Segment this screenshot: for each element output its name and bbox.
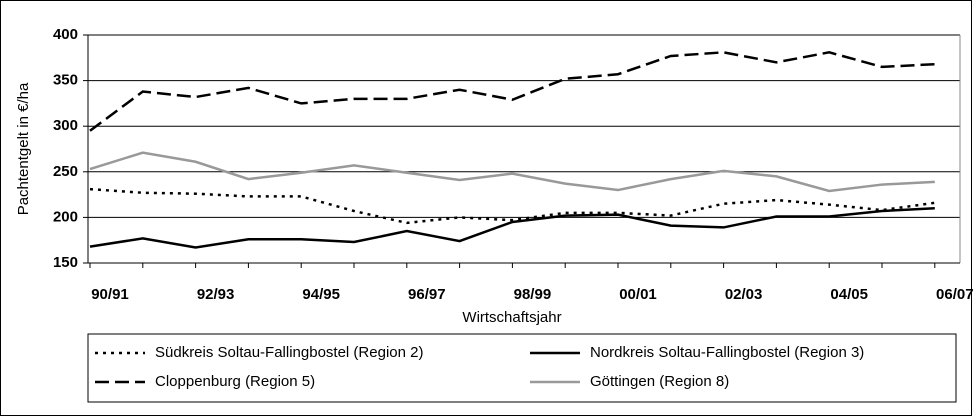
legend-label: Nordkreis Soltau-Fallingbostel (Region 3… <box>590 344 864 361</box>
y-tick-label: 200 <box>53 208 78 225</box>
y-tick-label: 350 <box>53 72 78 89</box>
x-tick-label: 02/03 <box>725 286 763 303</box>
x-tick-label: 92/93 <box>197 286 235 303</box>
legend-label: Cloppenburg (Region 5) <box>155 373 315 390</box>
y-axis-title: Pachtentgelt in €/ha <box>15 82 32 215</box>
y-tick-label: 150 <box>53 254 78 271</box>
y-tick-label: 300 <box>53 117 78 134</box>
x-tick-label: 94/95 <box>302 286 340 303</box>
x-axis-title: Wirtschaftsjahr <box>462 309 561 326</box>
x-tick-label: 96/97 <box>408 286 446 303</box>
y-tick-label: 250 <box>53 163 78 180</box>
x-tick-label: 04/05 <box>830 286 868 303</box>
series-line <box>89 151 935 193</box>
series-line <box>89 187 935 225</box>
x-tick-label: 00/01 <box>619 286 657 303</box>
x-tick-label: 98/99 <box>514 286 552 303</box>
legend-box <box>87 333 957 403</box>
x-tick-label: 90/91 <box>91 286 129 303</box>
series-line <box>89 51 935 132</box>
legend-label: Göttingen (Region 8) <box>590 373 729 390</box>
legend-label: Südkreis Soltau-Fallingbostel (Region 2) <box>155 344 423 361</box>
x-tick-label: 06/07 <box>936 286 973 303</box>
y-tick-label: 400 <box>53 26 78 43</box>
series-line <box>89 207 935 249</box>
